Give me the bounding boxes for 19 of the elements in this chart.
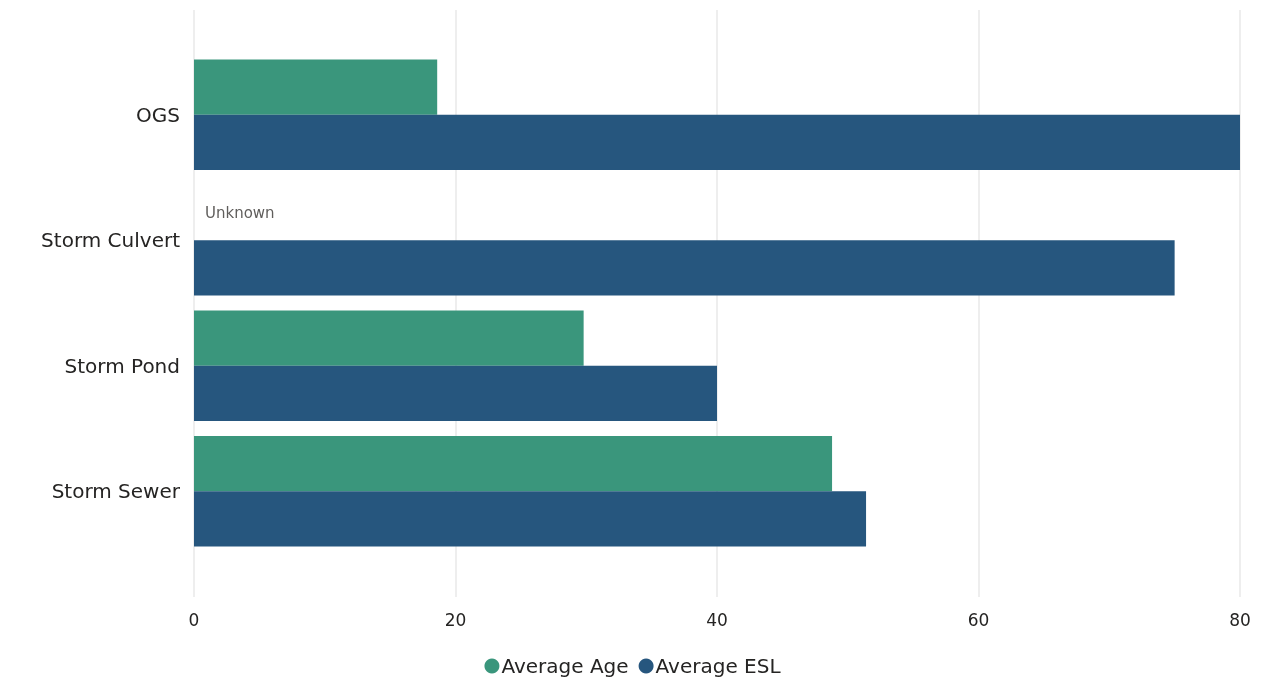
x-tick-label: 20	[444, 609, 467, 630]
bar	[194, 240, 1175, 296]
y-tick-label: Storm Pond	[64, 353, 180, 378]
x-tick-label: 60	[967, 609, 990, 630]
x-tick-label: 80	[1229, 609, 1251, 630]
x-tick-label: 0	[188, 609, 200, 630]
legend-label: Average Age	[501, 654, 629, 678]
legend-label: Average ESL	[655, 654, 782, 678]
bar	[194, 114, 1240, 170]
x-tick-label: 40	[706, 609, 728, 630]
bar	[194, 59, 438, 115]
bar	[194, 310, 584, 366]
y-tick-label: Storm Culvert	[41, 228, 181, 253]
y-tick-label: Storm Sewer	[51, 479, 181, 504]
annotation: Unknown	[205, 203, 275, 222]
bar	[194, 436, 833, 492]
bar	[194, 365, 717, 421]
bar	[194, 491, 867, 547]
y-tick-label: OGS	[136, 102, 180, 127]
